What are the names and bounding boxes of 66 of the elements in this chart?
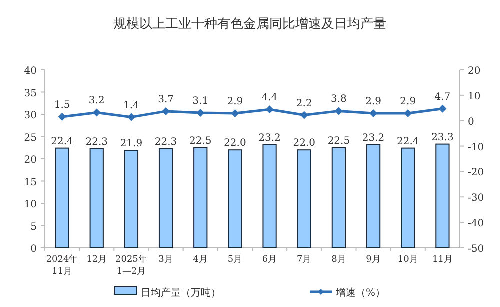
- y-tick-label: 20: [24, 155, 37, 166]
- point: [196, 108, 205, 117]
- point: [231, 109, 240, 118]
- data-label: 1.5: [54, 100, 70, 112]
- data-label: 22.3: [154, 136, 178, 148]
- y-tick-label: 35: [24, 88, 37, 100]
- data-label: 1.4: [124, 100, 140, 112]
- point: [92, 108, 101, 117]
- x-tick-label: 2024年 11月: [46, 254, 78, 277]
- y2-tick-label: 20: [468, 66, 481, 77]
- data-label: 4.4: [262, 92, 278, 104]
- x-tick-label: 2025年 1—2月: [116, 254, 148, 277]
- x-tick-label: 9月: [366, 255, 381, 265]
- x-tick-label: 12月: [86, 255, 108, 265]
- point: [58, 113, 66, 122]
- y2-tick-label: 0: [468, 116, 474, 128]
- data-label: 23.2: [362, 132, 385, 144]
- x-tick-label: 10月: [398, 255, 418, 265]
- data-label: 3.7: [158, 94, 174, 106]
- x-tick-label: 6月: [262, 255, 278, 265]
- y-tick-label: 30: [24, 110, 37, 122]
- point: [266, 106, 274, 114]
- legend-label: 增速（%）: [335, 287, 386, 299]
- y2-tick-label: 10: [468, 91, 481, 102]
- data-label: 22.5: [189, 136, 212, 147]
- x-tick-label: 3月: [158, 255, 174, 265]
- data-label: 3.1: [192, 96, 209, 107]
- data-label: 22.4: [396, 136, 420, 148]
- data-label: 22.4: [51, 136, 74, 148]
- y2-tick-label: -20: [468, 168, 484, 179]
- data-label: 22.3: [86, 136, 108, 148]
- data-label: 22.0: [293, 138, 316, 150]
- data-label: 2.9: [366, 96, 382, 108]
- y-tick-label: 15: [24, 177, 37, 188]
- data-label: 2.9: [400, 96, 416, 108]
- y-tick-label: 25: [24, 132, 37, 144]
- point: [300, 111, 308, 120]
- point: [127, 113, 136, 122]
- point: [334, 107, 343, 116]
- x-tick-label: 4月: [193, 255, 208, 265]
- data-label: 2.9: [227, 96, 244, 108]
- data-label: 23.3: [432, 132, 454, 144]
- data-label: 21.9: [120, 138, 143, 150]
- point: [438, 104, 447, 113]
- y2-tick-label: -40: [468, 218, 484, 230]
- y2-tick-label: -10: [468, 142, 484, 154]
- data-label: 2.2: [296, 98, 312, 110]
- y-tick-label: 5: [30, 222, 37, 233]
- y-tick-label: 10: [24, 200, 37, 210]
- data-label: 4.7: [434, 92, 451, 103]
- y2-tick-label: -50: [468, 244, 484, 255]
- legend-label: 日均产量（万吨）: [141, 287, 221, 299]
- data-label: 3.2: [88, 96, 105, 107]
- y-tick-label: 40: [24, 66, 37, 77]
- x-tick-label: 11月: [432, 255, 453, 265]
- x-tick-label: 5月: [228, 255, 243, 265]
- x-tick-label: 8月: [332, 255, 346, 265]
- data-label: 3.8: [331, 94, 347, 106]
- y2-tick-label: -30: [468, 193, 484, 204]
- point: [404, 109, 412, 118]
- data-label: 23.2: [258, 132, 281, 144]
- chart-title: 规模以上工业十种有色金属同比增速及日均产量: [114, 17, 386, 32]
- x-tick-label: 7月: [297, 255, 312, 265]
- data-label: 22.5: [328, 136, 350, 147]
- y-tick-label: 0: [30, 244, 37, 255]
- data-label: 22.0: [224, 138, 246, 150]
